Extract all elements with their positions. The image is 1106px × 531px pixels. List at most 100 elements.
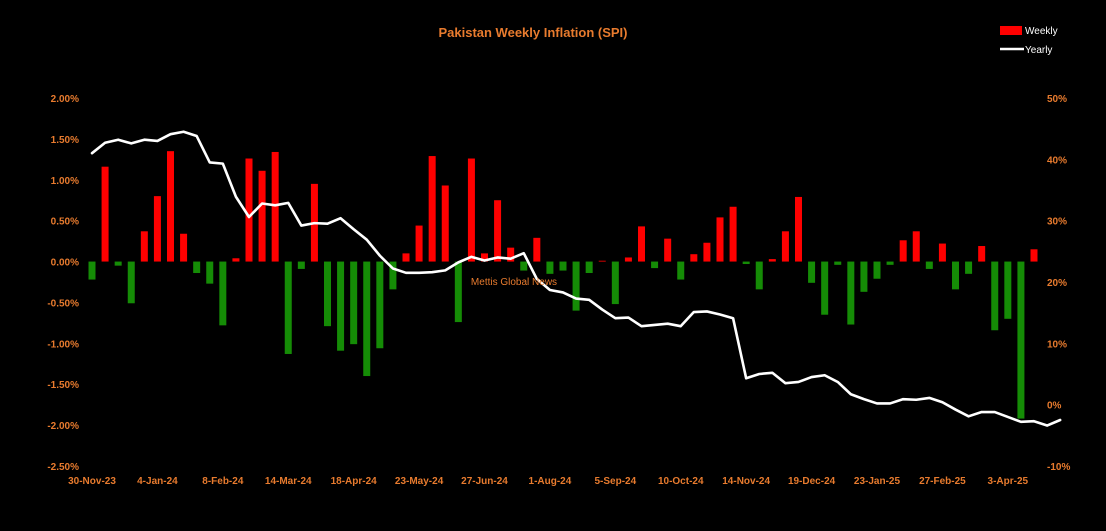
x-tick-label: 19-Dec-24 [788,476,836,487]
weekly-bar [520,261,528,271]
x-tick-label: 27-Feb-25 [919,476,966,487]
weekly-bar [127,261,135,304]
watermark: Mettis Global News [471,277,557,288]
weekly-bar [167,151,174,262]
weekly-bar [507,247,515,262]
x-tick-label: 1-Aug-24 [529,476,572,487]
weekly-bar [481,253,488,262]
right-tick-label: 20% [1047,278,1067,289]
left-tick-label: -1.00% [47,339,79,350]
weekly-bar [585,261,593,274]
left-tick-label: 1.00% [51,176,79,187]
weekly-bar [886,261,894,265]
weekly-bar [716,217,724,262]
weekly-bar [376,261,384,349]
legend: Weekly Yearly [1000,26,1058,56]
weekly-bar [180,233,188,262]
weekly-bar [952,261,959,290]
weekly-bar [206,261,214,284]
weekly-bar [755,261,763,290]
weekly-bar [925,261,933,269]
weekly-bar [991,261,999,331]
x-tick-label: 18-Apr-24 [331,476,378,487]
x-tick-label: 3-Apr-25 [988,476,1029,487]
weekly-bar [494,200,502,262]
weekly-bar [847,261,855,325]
legend-weekly-label: Weekly [1025,26,1058,37]
yearly-line-group [90,130,1062,427]
weekly-bar [101,166,109,262]
weekly-bar [808,261,816,283]
weekly-bar [912,231,920,262]
left-tick-label: -0.50% [47,298,79,309]
weekly-bar [978,246,986,262]
left-axis-ticks: 2.00% 1.50% 1.00% 0.50% 0.00% -0.50% -1.00% -1.… [47,94,79,473]
weekly-bars [88,151,1038,419]
weekly-bar [219,261,227,326]
left-tick-label: -2.00% [47,421,79,432]
x-tick-label: 10-Oct-24 [658,476,704,487]
weekly-bar [140,231,148,262]
weekly-bar [572,261,580,311]
weekly-bar [873,261,881,279]
right-tick-label: 40% [1047,155,1067,166]
weekly-bar [651,261,659,269]
weekly-bar [729,206,737,262]
weekly-bar [742,261,750,265]
left-tick-label: -2.50% [47,462,79,473]
weekly-bar [467,158,475,262]
weekly-bar [638,226,645,262]
weekly-bar [598,260,606,262]
x-tick-label: 23-Jan-25 [854,476,901,487]
x-axis-ticks: 30-Nov-23 4-Jan-24 8-Feb-24 14-Mar-24 18-Apr… [68,476,1028,487]
x-tick-label: 30-Nov-23 [68,476,116,487]
right-tick-label: 0% [1047,401,1062,412]
weekly-bar [258,170,266,262]
weekly-bar [297,261,305,269]
x-tick-label: 14-Nov-24 [722,476,770,487]
weekly-bar [1017,261,1025,419]
weekly-bar [1004,261,1012,319]
right-tick-label: -10% [1047,462,1070,473]
weekly-bar [611,261,619,305]
legend-yearly-label: Yearly [1025,45,1052,56]
weekly-bar [899,240,907,262]
weekly-bar [860,261,868,292]
x-tick-label: 4-Jan-24 [137,476,178,487]
weekly-bar [781,231,789,262]
weekly-bar [664,238,672,262]
weekly-bar [271,151,279,262]
weekly-bar [245,158,253,262]
x-tick-label: 8-Feb-24 [202,476,244,487]
weekly-bar [1030,249,1038,262]
weekly-bar [284,261,292,354]
weekly-bar [363,261,371,377]
weekly-bar [965,261,973,274]
right-tick-label: 30% [1047,217,1067,228]
chart-title: Pakistan Weekly Inflation (SPI) [438,25,627,40]
weekly-bar [324,261,331,327]
weekly-bar [546,261,554,274]
weekly-bar [768,259,776,262]
left-tick-label: 0.50% [51,217,79,228]
x-tick-label: 14-Mar-24 [265,476,312,487]
x-tick-label: 27-Jun-24 [461,476,508,487]
weekly-bar [677,261,685,280]
weekly-bar [428,156,436,262]
yearly-line [90,130,1062,427]
weekly-bar [402,253,410,262]
right-axis-ticks: 50% 40% 30% 20% 10% 0% -10% [1047,94,1070,473]
weekly-bar [350,261,358,345]
weekly-bar [193,261,201,274]
weekly-bar [795,196,802,262]
weekly-bar [834,261,842,265]
left-tick-label: 0.00% [51,258,79,269]
weekly-bar [938,243,946,262]
left-tick-label: -1.50% [47,380,79,391]
weekly-bar [454,261,462,323]
weekly-bar [415,225,423,262]
weekly-bar [232,258,240,262]
weekly-bar [690,254,698,262]
x-tick-label: 23-May-24 [395,476,444,487]
